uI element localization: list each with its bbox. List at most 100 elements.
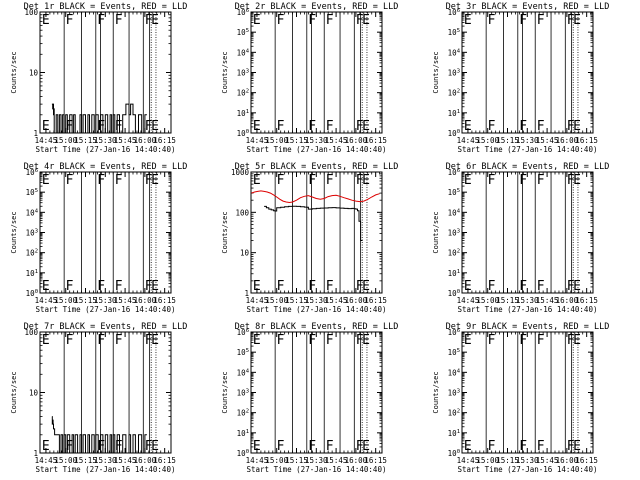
flag-F: F [356, 279, 364, 294]
flag-F: F [488, 279, 496, 294]
x-tick-label: 15:30 [94, 136, 117, 145]
flag-E: E [253, 333, 261, 348]
x-tick-label: 15:15 [496, 456, 519, 465]
x-tick-label: 15:45 [536, 136, 559, 145]
flag-F: F [567, 279, 575, 294]
panel-4: Det 4r BLACK = Events, RED = LLD10010110… [10, 162, 187, 314]
panel-title: Det 5r BLACK = Events, RED = LLD [235, 162, 399, 172]
x-tick-label: 15:30 [516, 456, 539, 465]
y-tick-label: 100 [24, 328, 38, 337]
x-tick-label: 16:00 [345, 456, 368, 465]
x-tick-label: 15:45 [536, 456, 559, 465]
flag-F: F [326, 333, 334, 348]
x-tick-label: 15:00 [476, 456, 499, 465]
flag-E: E [151, 119, 159, 134]
panel-title: Det 6r BLACK = Events, RED = LLD [446, 162, 610, 172]
y-tick-label: 103 [448, 69, 460, 78]
x-tick-label: 15:30 [305, 296, 328, 305]
panel-title: Det 9r BLACK = Events, RED = LLD [446, 322, 610, 332]
flag-E: E [362, 173, 370, 188]
x-axis-label: Start Time (27-Jan-16 14:40:40) [458, 145, 598, 154]
panel-title: Det 4r BLACK = Events, RED = LLD [24, 162, 188, 172]
flag-F: F [145, 279, 153, 294]
flag-E: E [362, 119, 370, 134]
y-tick-label: 101 [237, 109, 249, 118]
flag-F: F [97, 119, 105, 134]
y-tick-label: 101 [448, 429, 460, 438]
flag-F: F [308, 173, 316, 188]
flag-F: F [308, 279, 316, 294]
x-tick-label: 15:00 [265, 136, 288, 145]
y-tick-label: 103 [26, 229, 38, 238]
x-tick-label: 16:00 [556, 456, 579, 465]
time-markers [63, 332, 157, 453]
y-tick-label: 105 [448, 28, 460, 37]
panel-9: Det 9r BLACK = Events, RED = LLD10010110… [432, 322, 609, 474]
y-tick-label: 1 [244, 289, 249, 298]
x-tick-label: 16:15 [575, 296, 598, 305]
x-tick-label: 15:30 [305, 136, 328, 145]
y-tick-label: 105 [448, 188, 460, 197]
y-axis-label: Counts/sec [221, 211, 229, 253]
y-tick-label: 10 [240, 249, 250, 258]
y-tick-label: 104 [448, 368, 461, 377]
flag-F: F [326, 119, 334, 134]
x-axis-label: Start Time (27-Jan-16 14:40:40) [458, 305, 598, 314]
x-tick-label: 15:30 [305, 456, 328, 465]
y-axis-ticks: 1 10 100 [24, 328, 171, 458]
flag-F: F [97, 279, 105, 294]
x-tick-label: 15:45 [114, 296, 137, 305]
y-tick-label: 1000 [231, 168, 250, 177]
flag-F: F [66, 13, 74, 28]
flag-E: E [151, 13, 159, 28]
y-tick-label: 1 [33, 129, 38, 138]
y-tick-label: 102 [237, 89, 249, 98]
flag-E: E [573, 173, 581, 188]
y-tick-label: 106 [448, 8, 460, 17]
time-markers [274, 172, 368, 293]
events-series-line [51, 416, 147, 454]
panel-title: Det 1r BLACK = Events, RED = LLD [24, 2, 188, 12]
flag-F: F [356, 13, 364, 28]
flag-E: E [42, 13, 50, 28]
flag-F: F [519, 279, 527, 294]
flag-F: F [308, 439, 316, 454]
flag-E: E [362, 13, 370, 28]
panel-3: Det 3r BLACK = Events, RED = LLD 100 101 10… [432, 2, 609, 154]
y-tick-label: 100 [235, 208, 249, 217]
x-tick-label: 14:45 [457, 456, 480, 465]
flag-E: E [573, 13, 581, 28]
flag-E: E [464, 333, 472, 348]
flag-F: F [519, 439, 527, 454]
flag-F: F [326, 173, 334, 188]
y-axis-label: Counts/sec [10, 371, 18, 413]
flag-F: F [567, 439, 575, 454]
flag-E: E [573, 333, 581, 348]
time-markers [485, 332, 579, 453]
y-tick-label: 104 [237, 48, 250, 57]
flag-F: F [488, 333, 496, 348]
time-markers [274, 12, 368, 133]
flag-E: E [253, 279, 261, 294]
flag-F: F [356, 119, 364, 134]
x-tick-label: 16:15 [575, 136, 598, 145]
y-tick-label: 106 [237, 328, 249, 337]
flag-F: F [115, 333, 123, 348]
x-tick-label: 15:30 [94, 296, 117, 305]
flag-F: F [277, 173, 285, 188]
x-tick-label: 15:15 [74, 296, 97, 305]
flag-E: E [573, 279, 581, 294]
flag-E: E [151, 439, 159, 454]
y-tick-label: 1 [33, 449, 38, 458]
x-tick-label: 16:15 [364, 296, 387, 305]
panel-title: Det 2r BLACK = Events, RED = LLD [235, 2, 399, 12]
x-axis-label: Start Time (27-Jan-16 14:40:40) [36, 305, 176, 314]
flag-F: F [488, 119, 496, 134]
flag-F: F [567, 13, 575, 28]
flag-F: F [115, 173, 123, 188]
